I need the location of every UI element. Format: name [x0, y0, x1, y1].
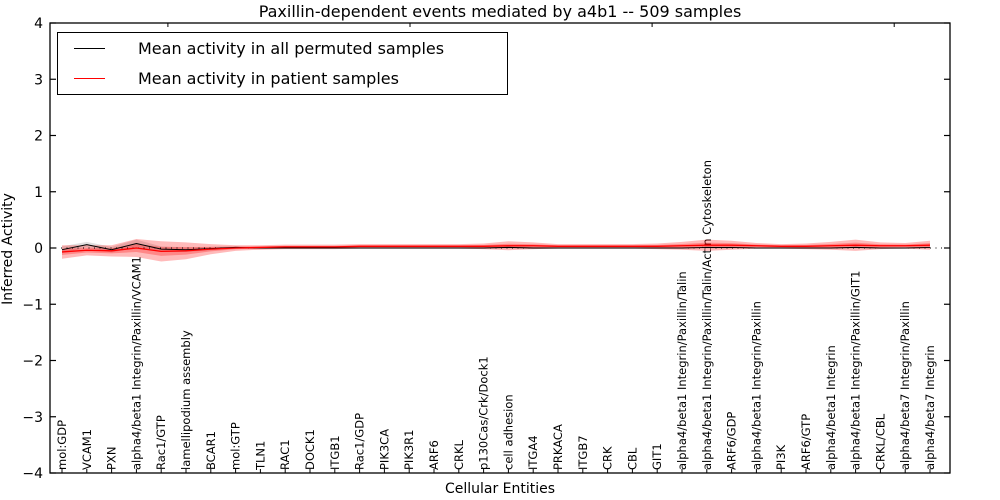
x-tick-label: alpha4/beta1 Integrin/Paxillin/GIT1 [849, 271, 863, 470]
x-tick-label: mol:GTP [229, 422, 243, 470]
x-tick-label: ARF6/GTP [799, 414, 813, 470]
x-tick-label: PIK3CA [377, 429, 391, 470]
x-tick-label: alpha4/beta1 Integrin [824, 345, 838, 470]
x-tick-label: alpha4/beta1 Integrin/Paxillin/VCAM1 [129, 256, 143, 470]
patient-band-inner [62, 242, 930, 256]
y-tick-label: −2 [22, 354, 43, 370]
y-tick-label: 3 [34, 72, 43, 88]
x-tick-label: ITGB1 [328, 435, 342, 470]
legend-label-patient: Mean activity in patient samples [138, 69, 399, 89]
x-tick-label: GIT1 [650, 443, 664, 470]
x-tick-label: cell adhesion [501, 394, 515, 470]
x-tick-label: alpha4/beta7 Integrin/Paxillin [898, 301, 912, 470]
x-tick-label: DOCK1 [303, 429, 317, 470]
x-axis-label: Cellular Entities [444, 481, 556, 497]
permuted-mean-line [61, 242, 931, 251]
legend-label-permuted: Mean activity in all permuted samples [138, 38, 445, 58]
x-tick-label: Rac1/GTP [154, 415, 168, 470]
permuted-band [62, 239, 930, 254]
y-tick-label: −1 [22, 297, 43, 313]
x-tick-label: CBL [625, 447, 639, 470]
y-axis-label: Inferred Activity [0, 193, 16, 305]
chart-title: Paxillin-dependent events mediated by a4… [258, 2, 742, 21]
x-tick-label: alpha4/beta1 Integrin/Paxillin [749, 301, 763, 470]
permuted-line-swatch [74, 47, 105, 49]
x-tick-label: ARF6/GDP [725, 412, 739, 470]
x-tick-label: BCAR1 [204, 431, 218, 470]
x-tick-label: p130Cas/Crk/Dock1 [477, 356, 491, 470]
x-tick-label: PI3K [774, 444, 788, 470]
x-tick-label: RAC1 [278, 439, 292, 470]
x-tick-label: mol:GDP [55, 420, 69, 470]
x-tick-label: PXN [105, 447, 119, 470]
x-tick-label: CRKL [452, 439, 466, 470]
y-tick-label: −3 [22, 410, 43, 426]
x-tick-label: ITGA4 [526, 435, 540, 470]
legend: Mean activity in all permuted samples Me… [57, 32, 508, 95]
patient-mean-line [61, 244, 931, 253]
x-tick-label: Rac1/GDP [353, 413, 367, 470]
patient-line-swatch [74, 78, 105, 80]
x-tick-label: ITGB7 [576, 435, 590, 470]
x-tick-label: alpha4/beta1 Integrin/Paxillin/Talin/Act… [700, 160, 714, 470]
legend-entry-patient: Mean activity in patient samples [58, 65, 507, 93]
x-tick-label: TLN1 [253, 441, 267, 471]
y-tick-label: 4 [34, 16, 43, 32]
x-tick-label: alpha4/beta1 Integrin/Paxillin/Talin [675, 271, 689, 470]
legend-entry-permuted: Mean activity in all permuted samples [58, 34, 507, 62]
x-tick-label: VCAM1 [80, 429, 94, 470]
x-tick-label: PRKACA [551, 424, 565, 470]
y-tick-label: 0 [34, 241, 43, 257]
x-tick-label: alpha4/beta7 Integrin [923, 345, 937, 470]
x-tick-label: PIK3R1 [402, 430, 416, 471]
x-tick-label: ARF6 [427, 440, 441, 470]
y-tick-label: −4 [22, 466, 43, 482]
x-tick-label: CRKL/CBL [873, 413, 887, 470]
x-tick-label: lamellipodium assembly [179, 330, 193, 470]
x-tick-label: CRK [601, 446, 615, 470]
y-tick-label: 1 [34, 185, 43, 201]
y-tick-label: 2 [34, 129, 43, 145]
